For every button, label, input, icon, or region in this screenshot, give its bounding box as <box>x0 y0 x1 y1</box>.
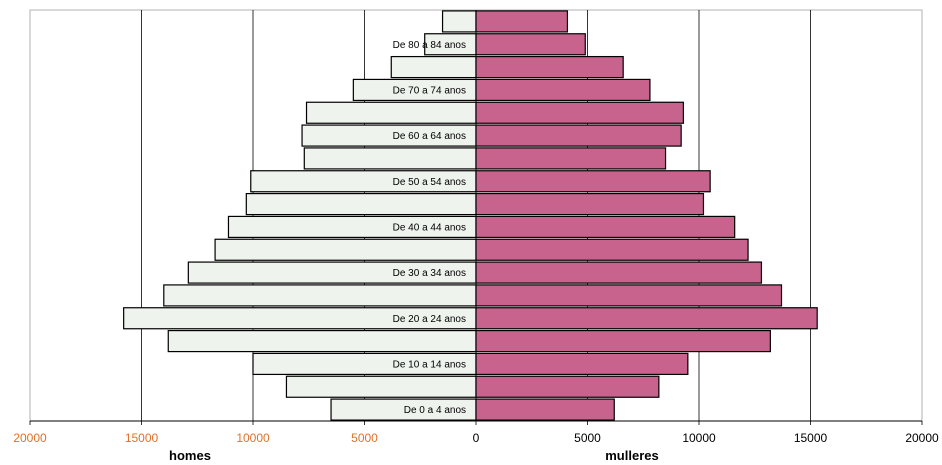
age-band-label: De 70 a 74 anos <box>393 85 466 96</box>
gridlines <box>141 10 811 421</box>
age-band-label: De 40 a 44 anos <box>393 222 466 233</box>
x-tick-label: 0 <box>473 431 480 445</box>
bar-homes <box>305 101 477 124</box>
bar-homes <box>303 147 477 170</box>
x-tick-label: 10000 <box>682 431 716 445</box>
bar-mulleres <box>475 329 771 353</box>
bar-homes <box>167 329 477 353</box>
age-band-labels: De 0 a 4 anos De 10 a 14 anos De 20 a 24 a… <box>393 40 466 416</box>
bar-homes <box>285 375 477 398</box>
bars <box>123 10 818 421</box>
bar-mulleres <box>475 352 689 376</box>
bar-mulleres <box>475 215 736 239</box>
x-tick-label: 20000 <box>13 431 47 445</box>
x-tick-label: 20000 <box>905 431 939 445</box>
age-band-label: De 10 a 14 anos <box>393 359 466 370</box>
bar-mulleres <box>475 238 749 261</box>
bar-homes <box>390 55 477 79</box>
bar-mulleres <box>475 78 651 102</box>
bar-mulleres <box>475 261 763 284</box>
x-tick-label: 5000 <box>351 431 378 445</box>
bar-mulleres <box>475 307 818 330</box>
age-band-label: De 30 a 34 anos <box>393 268 466 279</box>
bar-mulleres <box>475 10 569 33</box>
bar-mulleres <box>475 192 705 216</box>
age-band-label: De 20 a 24 anos <box>393 314 466 325</box>
bar-mulleres <box>475 124 682 147</box>
bar-homes <box>245 192 477 216</box>
bar-homes <box>441 10 477 33</box>
bar-mulleres <box>475 147 667 170</box>
x-tick-label: 5000 <box>574 431 601 445</box>
x-axis-ticks: 20000 15000 10000 5000 0 5000 10000 15000 20000 <box>13 420 939 445</box>
age-band-label: De 80 a 84 anos <box>393 40 466 51</box>
x-tick-label: 15000 <box>125 431 159 445</box>
age-band-label: De 0 a 4 anos <box>404 405 466 416</box>
bar-mulleres <box>475 101 684 124</box>
age-band-label: De 60 a 64 anos <box>393 131 466 142</box>
bar-mulleres <box>475 55 624 79</box>
age-band-label: De 50 a 54 anos <box>393 177 466 188</box>
bar-mulleres <box>475 284 783 307</box>
x-tick-label: 15000 <box>794 431 828 445</box>
bar-mulleres <box>475 170 711 193</box>
x-tick-label: 10000 <box>236 431 270 445</box>
x-axis-title-left: homes <box>169 448 211 463</box>
bar-homes <box>214 238 477 261</box>
bar-mulleres <box>475 375 660 398</box>
bar-mulleres <box>475 33 586 56</box>
bar-homes <box>163 284 477 307</box>
bar-mulleres <box>475 398 615 421</box>
x-axis-title-right: mulleres <box>605 448 658 463</box>
